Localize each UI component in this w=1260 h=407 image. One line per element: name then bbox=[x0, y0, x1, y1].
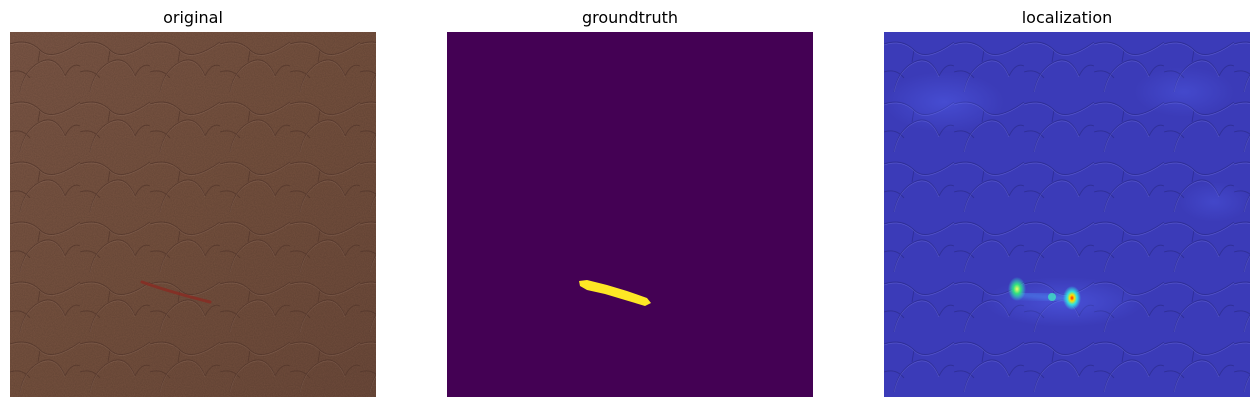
panel-title-localization: localization bbox=[1021, 8, 1113, 27]
scratch-mark bbox=[140, 280, 212, 304]
panel-title-original: original bbox=[163, 8, 223, 27]
defect-region bbox=[579, 280, 651, 306]
groundtruth-mask bbox=[447, 32, 813, 397]
localization-heatmap bbox=[884, 32, 1250, 397]
original-image bbox=[10, 32, 376, 397]
panel-title-groundtruth: groundtruth bbox=[581, 8, 678, 27]
